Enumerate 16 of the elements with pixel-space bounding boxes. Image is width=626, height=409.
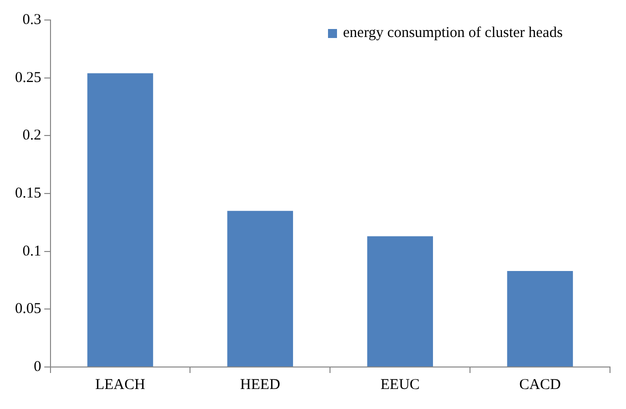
- legend-label: energy consumption of cluster heads: [343, 24, 563, 43]
- y-tick-label: 0.3: [22, 12, 42, 28]
- y-tick-label: 0.1: [22, 243, 42, 260]
- y-tick-label: 0.25: [15, 70, 42, 86]
- x-tick-label: CACD: [519, 376, 562, 393]
- bar: [507, 270, 573, 366]
- y-tick-label: 0.2: [22, 128, 42, 144]
- x-tick-label: EEUC: [380, 376, 420, 393]
- x-tick-label: LEACH: [95, 376, 146, 393]
- x-tick-label: HEED: [240, 376, 280, 393]
- bar: [367, 236, 433, 366]
- y-tick-label: 0: [34, 358, 42, 375]
- y-tick-label: 0.05: [15, 301, 42, 318]
- bar: [227, 210, 294, 366]
- bar: [87, 73, 154, 366]
- y-tick-label: 0.15: [15, 185, 42, 202]
